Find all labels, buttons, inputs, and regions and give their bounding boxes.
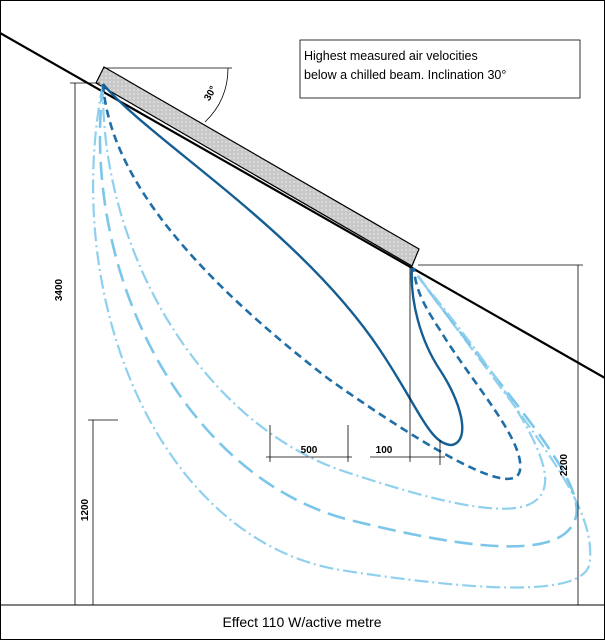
note-line: Highest measured air velocities	[304, 49, 478, 63]
dimension-label: 2200	[559, 453, 570, 476]
dimension-label: 500	[301, 445, 318, 456]
dimension-label: 3400	[54, 278, 65, 301]
dimension-label: 1200	[80, 498, 91, 521]
note-line: below a chilled beam. Inclination 30°	[304, 68, 506, 82]
caption: Effect 110 W/active metre	[223, 614, 382, 630]
diagram: 30° Highest measured air velocities belo…	[0, 0, 605, 640]
dimension-label: 100	[376, 445, 393, 456]
